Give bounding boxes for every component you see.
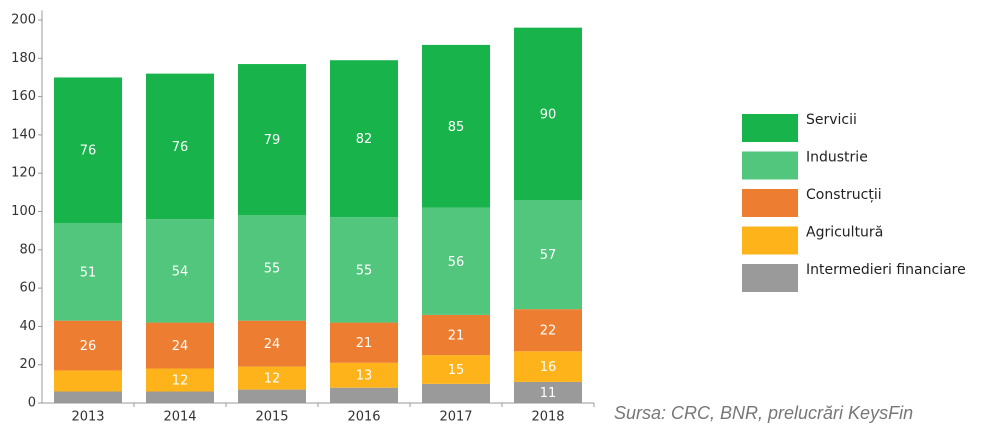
bar-segment — [422, 44, 490, 208]
bar-segment — [330, 362, 398, 388]
bar-segment — [422, 314, 490, 356]
value-label: 82 — [356, 132, 373, 147]
value-label: 54 — [172, 264, 189, 279]
legend-swatch — [742, 264, 798, 292]
value-label: 51 — [80, 265, 97, 280]
bar-segment — [238, 215, 306, 321]
value-label: 79 — [264, 133, 281, 148]
bar-segment — [54, 391, 122, 403]
y-tick-label: 100 — [11, 204, 36, 219]
y-tick-label: 60 — [19, 281, 36, 296]
legend-swatch — [742, 151, 798, 180]
bar-segment — [54, 370, 122, 392]
bar-segment — [514, 27, 582, 201]
value-label: 26 — [80, 339, 97, 354]
y-tick-label: 160 — [11, 89, 36, 104]
y-tick-label: 200 — [11, 13, 36, 28]
bar-segment — [238, 320, 306, 367]
bar-segment — [54, 320, 122, 371]
x-tick-label: 2013 — [71, 410, 104, 425]
value-label: 12 — [172, 374, 189, 389]
bar-segment — [146, 73, 214, 220]
x-tick-label: 2015 — [255, 410, 288, 425]
value-label: 90 — [540, 107, 557, 122]
value-label: 22 — [540, 324, 557, 339]
value-label: 57 — [540, 248, 557, 263]
y-tick-label: 180 — [11, 51, 36, 66]
value-label: 24 — [172, 339, 189, 354]
y-tick-label: 140 — [11, 127, 36, 142]
value-label: 13 — [356, 369, 373, 384]
bar-segment — [54, 77, 122, 223]
bar-segment — [238, 366, 306, 390]
x-tick-label: 2016 — [347, 410, 380, 425]
bar-segment — [146, 322, 214, 369]
value-label: 55 — [264, 261, 281, 276]
bar-segment — [514, 381, 582, 403]
bar-segment — [146, 368, 214, 392]
bar-segment — [54, 222, 122, 321]
bar-segment — [514, 351, 582, 382]
y-tick-label: 20 — [19, 357, 36, 372]
legend-label: Intermedieri financiare — [806, 262, 966, 278]
value-label: 76 — [80, 144, 97, 159]
value-label: 55 — [356, 263, 373, 278]
value-label: 24 — [264, 337, 281, 352]
bar-segment — [146, 391, 214, 403]
bar-segment — [422, 355, 490, 384]
bar-segment — [146, 219, 214, 323]
bar-segment — [514, 200, 582, 310]
y-tick-label: 40 — [19, 319, 36, 334]
value-label: 85 — [448, 120, 465, 135]
value-label: 15 — [448, 363, 465, 378]
source-note: Sursa: CRC, BNR, prelucrări KeysFin — [614, 403, 913, 423]
value-label: 11 — [540, 386, 557, 401]
legend-label: Agricultură — [806, 225, 883, 241]
bar-segment — [238, 389, 306, 403]
bar-segment — [330, 217, 398, 323]
bar-segment — [422, 383, 490, 403]
legend-label: Servicii — [806, 112, 857, 128]
bar-segment — [514, 309, 582, 352]
legend-swatch — [742, 226, 798, 255]
value-label: 12 — [264, 372, 281, 387]
y-tick-label: 0 — [28, 396, 36, 411]
bar-segment — [330, 322, 398, 363]
legend-label: Construcții — [806, 187, 882, 203]
bar-segment — [238, 64, 306, 216]
x-tick-label: 2017 — [439, 410, 472, 425]
bar-segment — [330, 60, 398, 218]
bar-segment — [422, 207, 490, 315]
x-tick-label: 2014 — [163, 410, 196, 425]
legend-label: Industrie — [806, 150, 868, 166]
value-label: 16 — [540, 360, 557, 375]
value-label: 76 — [172, 140, 189, 155]
value-label: 21 — [448, 329, 465, 344]
value-label: 21 — [356, 336, 373, 351]
x-tick-label: 2018 — [531, 410, 564, 425]
legend-swatch — [742, 114, 798, 142]
value-label: 56 — [448, 255, 465, 270]
legend-swatch — [742, 189, 798, 217]
y-tick-label: 120 — [11, 166, 36, 181]
bar-segment — [330, 387, 398, 403]
y-tick-label: 80 — [19, 242, 36, 257]
